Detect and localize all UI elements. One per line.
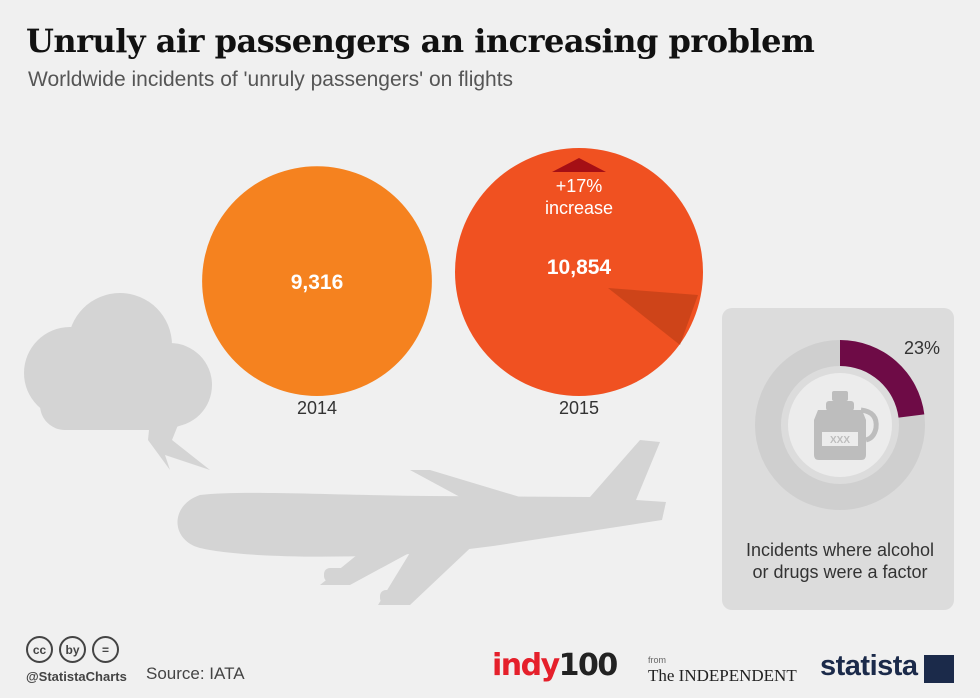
bottle-label — [822, 432, 858, 446]
airplane-icon — [177, 440, 666, 605]
indy100-logo-part-b: 100 — [558, 648, 619, 683]
increase-label: +17% — [556, 176, 603, 196]
chart-area: 9,316 2014 10,854 2015 +17% increase XXX 23… — [24, 148, 954, 610]
source-note: Source: IATA — [146, 664, 245, 683]
bubble-value-label: 10,854 — [547, 256, 612, 279]
bubble-category-label: 2014 — [297, 398, 337, 418]
donut-value-label: 23% — [904, 338, 940, 358]
attribution-icon: by — [59, 636, 86, 663]
chart-title: Unruly air passengers an increasing prob… — [26, 22, 815, 60]
donut-caption-line2: or drugs were a factor — [752, 562, 927, 582]
cc-icon: cc — [26, 636, 53, 663]
from-label: from — [648, 655, 666, 665]
callout-connector — [608, 288, 698, 345]
bubble-value-label: 9,316 — [291, 271, 344, 294]
increase-arrow-icon — [552, 158, 606, 172]
statista-logo[interactable]: statista — [820, 650, 918, 682]
bubble-2014 — [202, 166, 432, 396]
bubble-series: 9,316 2014 10,854 2015 — [202, 148, 703, 418]
statista-logo-mark — [924, 655, 954, 683]
indy100-logo-part-a: indy — [492, 648, 560, 683]
bubble-2015 — [455, 148, 703, 396]
bottle-label-text: XXX — [830, 435, 850, 446]
chart-subtitle: Worldwide incidents of 'unruly passenger… — [28, 68, 514, 91]
indy100-logo[interactable]: indy100 — [492, 648, 619, 683]
donut-slice-alcohol — [840, 340, 925, 418]
no-derivatives-icon: = — [92, 636, 119, 663]
statista-handle: @StatistaCharts — [26, 669, 127, 684]
increase-sublabel: increase — [545, 198, 613, 218]
donut-caption-line1: Incidents where alcohol — [746, 540, 934, 560]
bubble-category-label: 2015 — [559, 398, 599, 418]
independent-logo[interactable]: The INDEPENDENT — [648, 666, 797, 685]
license-block: cc by = @StatistaCharts — [26, 636, 127, 684]
speech-cloud-icon — [24, 293, 212, 470]
